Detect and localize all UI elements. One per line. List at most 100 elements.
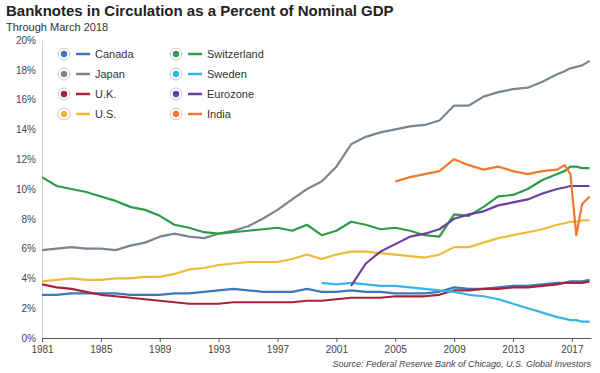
series-line (42, 167, 590, 237)
y-tick-label: 8% (22, 214, 37, 225)
x-tick: 2013 (502, 338, 525, 355)
legend-item: Eurozone (170, 88, 254, 100)
x-tick-label: 1993 (208, 344, 231, 355)
x-tick: 2017 (561, 338, 584, 355)
legend-label: U.S. (95, 108, 116, 120)
plot-area (42, 61, 590, 322)
series-line (42, 220, 590, 281)
x-tick-label: 2013 (502, 344, 525, 355)
legend-flag-center (173, 51, 179, 57)
legend-item: India (170, 108, 232, 120)
legend-flag-center (173, 71, 179, 77)
x-tick-mark (336, 338, 337, 342)
x-tick-mark (454, 338, 455, 342)
legend-flag (58, 68, 70, 80)
x-tick-label: 1989 (149, 344, 172, 355)
x-tick-mark (277, 338, 278, 342)
series-line (42, 61, 590, 250)
legend-swatch (188, 93, 202, 96)
y-tick-label: 2% (22, 303, 37, 314)
y-tick: 18% (16, 65, 42, 76)
x-tick-label: 1985 (90, 344, 113, 355)
legend-flag (170, 88, 182, 100)
legend-item: U.S. (58, 108, 116, 120)
legend-item: Canada (58, 48, 134, 60)
x-tick-label: 2005 (385, 344, 408, 355)
legend: Canada Japan U.K. U.S. Switzerland Sweden Euro… (58, 48, 264, 120)
legend-swatch (76, 73, 90, 76)
y-tick-label: 6% (22, 243, 37, 254)
x-tick-mark (513, 338, 514, 342)
legend-label: Sweden (207, 68, 247, 80)
legend-swatch (188, 53, 202, 56)
x-tick: 2001 (326, 338, 349, 355)
legend-item: Japan (58, 68, 125, 80)
x-tick: 2009 (443, 338, 466, 355)
y-tick: 20% (16, 35, 42, 46)
legend-label: Eurozone (207, 88, 254, 100)
y-tick: 2% (22, 303, 42, 314)
legend-flag-center (173, 91, 179, 97)
x-tick-mark (42, 338, 43, 342)
x-tick-mark (101, 338, 102, 342)
legend-label: U.K. (95, 88, 116, 100)
legend-flag (58, 88, 70, 100)
y-tick-label: 20% (16, 35, 36, 46)
y-tick: 8% (22, 214, 42, 225)
x-tick: 1989 (149, 338, 172, 355)
x-tick: 1993 (208, 338, 231, 355)
y-tick-label: 12% (16, 154, 36, 165)
y-tick-label: 18% (16, 65, 36, 76)
x-tick-label: 2009 (443, 344, 466, 355)
series-line (351, 186, 589, 286)
y-tick-label: 0% (22, 333, 37, 344)
title: Banknotes in Circulation as a Percent of… (6, 2, 394, 19)
legend-label: Canada (95, 48, 134, 60)
legend-item: U.K. (58, 88, 116, 100)
legend-swatch (188, 113, 202, 116)
legend-swatch (76, 93, 90, 96)
legend-flag (58, 48, 70, 60)
y-tick-label: 16% (16, 94, 36, 105)
series-line (395, 159, 589, 235)
x-tick-mark (572, 338, 573, 342)
legend-flag-center (61, 51, 67, 57)
legend-swatch (76, 113, 90, 116)
legend-flag-center (61, 111, 67, 117)
legend-label: India (207, 108, 232, 120)
y-tick-label: 4% (22, 273, 37, 284)
subtitle: Through March 2018 (6, 21, 108, 33)
x-axis-line (43, 338, 592, 339)
series-line (322, 283, 590, 322)
y-tick: 10% (16, 184, 42, 195)
x-tick: 1985 (90, 338, 113, 355)
legend-flag-center (173, 111, 179, 117)
x-tick-label: 2001 (326, 344, 349, 355)
y-axis: 0% 2% 4% 6% 8% 10% 12% 14% 16% 18% 20% (16, 35, 43, 344)
series-line (42, 281, 590, 303)
y-tick: 12% (16, 154, 42, 165)
x-tick-mark (160, 338, 161, 342)
legend-swatch (76, 53, 90, 56)
x-tick-mark (395, 338, 396, 342)
y-tick: 6% (22, 243, 42, 254)
legend-item: Sweden (170, 68, 247, 80)
legend-flag (170, 108, 182, 120)
y-tick: 14% (16, 124, 42, 135)
x-tick-label: 1997 (267, 344, 290, 355)
legend-item: Switzerland (170, 48, 264, 60)
y-tick: 4% (22, 273, 42, 284)
legend-flag (58, 108, 70, 120)
legend-label: Switzerland (207, 48, 264, 60)
legend-flag (170, 68, 182, 80)
chart: Banknotes in Circulation as a Percent of… (0, 0, 600, 373)
legend-label: Japan (95, 68, 125, 80)
x-tick: 1981 (31, 338, 54, 355)
x-axis: 1981 1985 1989 1993 1997 2001 2005 2009 2013 2017 (31, 338, 591, 355)
y-tick: 16% (16, 94, 42, 105)
legend-flag-center (61, 91, 67, 97)
x-tick-label: 1981 (31, 344, 54, 355)
y-tick-label: 14% (16, 124, 36, 135)
x-tick: 1997 (267, 338, 290, 355)
source: Source: Federal Reserve Bank of Chicago,… (332, 359, 591, 369)
